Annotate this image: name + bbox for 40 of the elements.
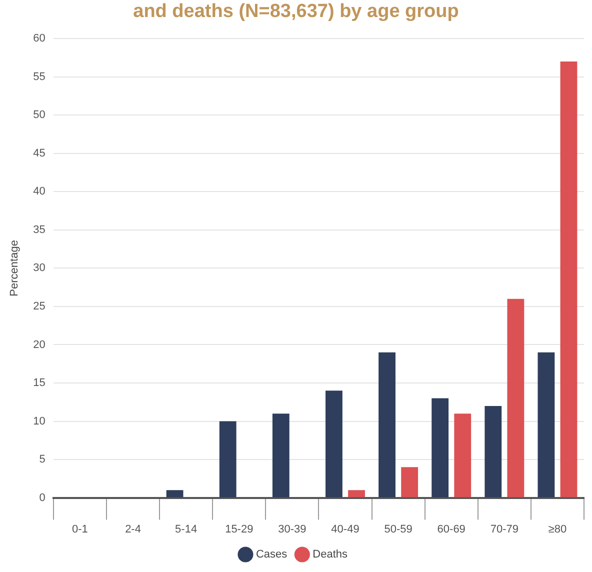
legend-label: Deaths <box>312 548 348 561</box>
y-tick-label: 55 <box>33 70 46 83</box>
y-axis-title: Percentage <box>8 240 21 296</box>
bar <box>560 62 578 498</box>
x-tick-label: 40-49 <box>331 523 360 536</box>
y-tick-label: 0 <box>39 492 46 504</box>
bar <box>326 390 342 498</box>
bar <box>484 406 502 498</box>
y-tick-label: 30 <box>33 262 46 274</box>
bar <box>538 352 555 498</box>
y-tick-label: 35 <box>33 224 46 236</box>
bar <box>378 352 396 498</box>
x-tick-label: 70-79 <box>490 523 518 536</box>
bar <box>432 398 449 498</box>
x-tick-label: 2-4 <box>125 523 141 536</box>
y-tick-label: 5 <box>39 454 46 466</box>
x-tick-label: 30-39 <box>278 523 306 536</box>
bar <box>272 414 290 498</box>
chart-title: and deaths (N=83,637) by age group <box>132 0 460 24</box>
y-tick-label: 50 <box>33 109 46 122</box>
y-tick-label: 10 <box>33 415 46 428</box>
x-tick-label: 5-14 <box>175 523 198 536</box>
y-tick-label: 40 <box>33 186 46 198</box>
bar <box>166 490 184 498</box>
bar <box>454 414 472 498</box>
x-tick-label: 15-29 <box>225 523 254 536</box>
x-tick-label: ≥80 <box>548 523 567 536</box>
x-tick-label: 60-69 <box>437 523 466 536</box>
y-tick-label: 15 <box>33 377 46 390</box>
bar <box>507 298 524 498</box>
bar <box>401 467 418 498</box>
bar <box>348 490 365 498</box>
legend-label: Cases <box>256 548 288 561</box>
y-tick-label: 25 <box>33 300 46 312</box>
x-tick-label: 50-59 <box>384 523 412 536</box>
x-tick-label: 0-1 <box>72 523 88 536</box>
y-tick-label: 45 <box>33 147 46 160</box>
bar <box>219 421 236 498</box>
y-tick-label: 20 <box>33 338 46 351</box>
y-tick-label: 60 <box>33 32 46 45</box>
